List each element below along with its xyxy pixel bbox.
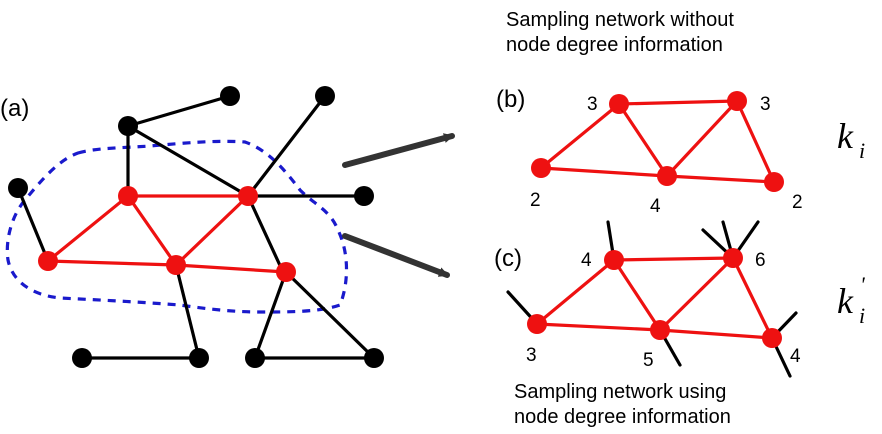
node (245, 348, 265, 368)
caption-top-line1: Sampling network without (506, 9, 734, 31)
degree-label: 4 (650, 196, 661, 217)
node (604, 250, 624, 270)
edge (174, 263, 201, 360)
k-base: k (837, 116, 854, 156)
node (118, 186, 138, 206)
sampled-edges (46, 194, 288, 274)
degree-label: 6 (755, 250, 766, 271)
node (657, 166, 677, 186)
edge (16, 186, 50, 263)
edge (735, 99, 776, 184)
node (38, 251, 58, 271)
degree-label: 3 (526, 345, 537, 366)
panel-label-b: (b) (496, 86, 525, 113)
node (723, 248, 743, 268)
edge (126, 124, 250, 198)
k-prime-mark: ' (860, 272, 865, 297)
node (364, 348, 384, 368)
node (531, 158, 551, 178)
k-subscript: i (859, 138, 865, 163)
node (118, 116, 138, 136)
node (764, 172, 784, 192)
node (650, 320, 670, 340)
degree-label: 3 (587, 94, 598, 115)
edge (665, 174, 776, 184)
sampling-boundary (5, 139, 349, 314)
unsampled-nodes (8, 86, 384, 368)
node (762, 328, 782, 348)
degree-label: 4 (790, 346, 801, 367)
edge (658, 256, 735, 332)
arrow-to-c (342, 233, 450, 278)
edge (126, 194, 178, 267)
edge (617, 99, 739, 106)
node (166, 255, 186, 275)
node (315, 86, 335, 106)
edge (174, 194, 250, 267)
edge (126, 94, 232, 128)
edge (535, 258, 616, 326)
caption-bottom-line2: node degree information (514, 406, 731, 428)
edge (246, 194, 285, 274)
caption-top-line2: node degree information (506, 34, 723, 56)
sampled-nodes (38, 186, 296, 282)
node (527, 314, 547, 334)
node (8, 178, 28, 198)
edge (46, 194, 130, 263)
degree-label: 4 (581, 250, 592, 271)
degree-label: 2 (530, 190, 541, 211)
degree-symbol-k: k i (837, 116, 865, 163)
k-prime-base: k (837, 281, 854, 321)
node (276, 262, 296, 282)
degree-label: 5 (643, 350, 654, 371)
edge (535, 322, 662, 332)
edge (612, 258, 662, 332)
panel-label-a: (a) (0, 95, 29, 122)
panel-label-c: (c) (494, 245, 522, 272)
degree-label: 3 (760, 94, 771, 115)
edge (246, 94, 327, 198)
node (238, 186, 258, 206)
edge (612, 256, 735, 262)
node (220, 86, 240, 106)
panel-b-network: 3 3 2 4 2 (b) (496, 86, 803, 217)
node (727, 91, 747, 111)
edge (46, 259, 178, 267)
degree-label: 2 (792, 192, 803, 213)
node (354, 186, 374, 206)
panel-c-network: 4 6 3 5 4 (c) (494, 220, 801, 378)
k-prime-subscript: i (859, 303, 865, 328)
node (189, 348, 209, 368)
edge (539, 102, 621, 170)
node (609, 94, 629, 114)
edge (665, 99, 739, 178)
edge (253, 270, 288, 360)
panel-a-network: (a) (0, 86, 384, 368)
degree-symbol-k-prime: k ' i (837, 272, 865, 328)
edge (539, 166, 669, 178)
unsampled-edges (16, 94, 376, 360)
edge (731, 256, 774, 340)
node (72, 348, 92, 368)
caption-bottom-line1: Sampling network using (514, 381, 726, 403)
edge (658, 328, 774, 340)
arrows (342, 133, 455, 278)
edge (617, 102, 669, 178)
arrow-to-b (342, 133, 455, 168)
edge (174, 263, 288, 274)
edge (284, 270, 376, 360)
